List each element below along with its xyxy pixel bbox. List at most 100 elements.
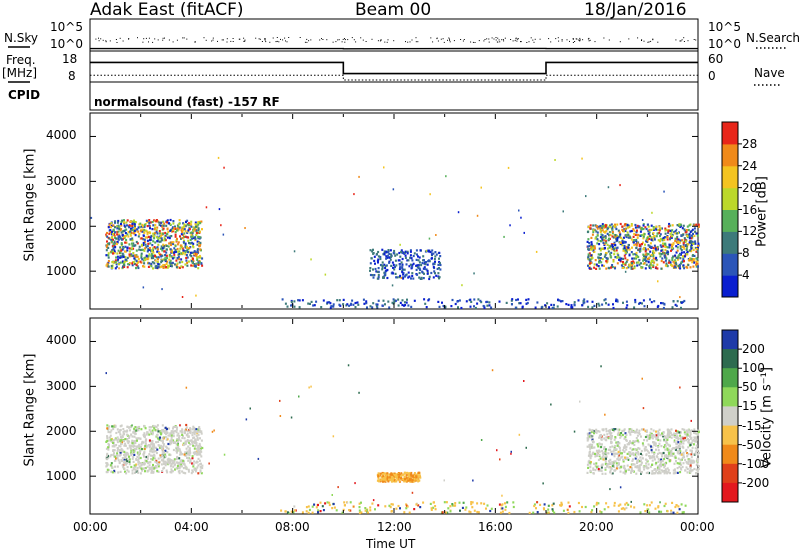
echo-cell [461,284,463,287]
echo-cell [128,250,131,253]
echo-cell [167,427,170,430]
echo-cell [365,302,368,305]
echo-cell [154,460,157,463]
echo-cell [688,241,691,244]
echo-cell [161,452,164,455]
echo-cell [594,452,596,455]
nsky-point [116,42,118,43]
echo-cell [106,436,109,440]
echo-cell [126,433,129,436]
echo-cell [419,506,422,509]
echo-cell [646,223,649,226]
echo-cell [687,434,690,437]
echo-cell [674,505,677,509]
echo-cell [108,436,111,439]
echo-cell [647,244,650,247]
echo-cell [447,507,450,510]
echo-cell [138,425,141,429]
echo-cell [395,276,398,279]
nsky-point [386,41,388,43]
echo-cell [693,224,696,227]
echo-cell [184,245,187,248]
echo-cell [155,228,158,232]
echo-cell [675,437,678,440]
echo-cell [618,258,620,261]
echo-cell [185,220,187,223]
echo-cell [499,458,501,461]
echo-cell [557,298,559,301]
echo-cell [161,450,164,453]
echo-cell [641,377,643,380]
echo-cell [425,249,428,252]
echo-cell [623,224,626,227]
echo-cell [112,449,115,452]
echo-cell [139,466,142,470]
echo-cell [602,230,605,233]
echo-cell [175,264,178,267]
echo-cell [670,436,673,439]
echo-cell [128,255,131,258]
echo-cell [640,428,643,431]
echo-cell [666,235,669,238]
nsky-point [122,40,124,42]
echo-cell [592,472,595,475]
echo-cell [385,257,388,260]
echo-cell [197,457,200,460]
echo-cell [595,454,598,457]
echo-cell [692,443,695,446]
echo-cell [386,276,389,280]
velocity-panel-frame [89,317,699,515]
echo-cell [376,306,379,309]
echo-cell [156,246,159,249]
echo-cell [308,386,310,389]
echo-cell [641,454,644,457]
echo-cell [134,227,136,230]
echo-cell [194,264,197,267]
echo-cell [609,436,612,439]
nsky-point [137,37,138,39]
echo-cell [587,434,590,437]
echo-cell [134,254,137,257]
echo-cell [180,229,183,232]
echo-cell [693,467,696,471]
echo-cell [506,501,509,504]
echo-cell [130,254,133,257]
echo-cell [649,267,652,270]
echo-cell [148,224,151,227]
nsky-point [516,40,518,42]
echo-cell [189,460,192,463]
echo-cell [114,259,117,262]
echo-cell [687,446,690,449]
echo-cell [422,255,425,258]
echo-cell [194,431,197,434]
echo-cell [348,304,351,307]
echo-cell [672,472,675,475]
echo-cell [162,443,165,446]
echo-cell [177,228,180,231]
echo-cell [501,494,503,497]
echo-cell [588,453,591,457]
echo-cell [369,273,372,277]
echo-cell [162,243,165,246]
echo-cell [628,235,631,238]
echo-cell [656,263,659,266]
echo-cell [652,264,655,267]
echo-cell [603,508,606,511]
echo-cell [120,249,123,252]
echo-cell [673,432,676,435]
echo-cell [633,440,636,443]
echo-cell [683,247,686,250]
echo-cell [670,231,673,234]
nsky-point [232,41,234,42]
echo-cell [633,239,636,242]
echo-cell [664,264,667,267]
echo-cell [660,267,663,270]
echo-cell [672,511,675,514]
echo-cell [592,451,595,454]
echo-cell [643,447,646,450]
echo-cell [131,442,134,445]
echo-cell [170,250,173,253]
echo-cell [674,448,677,451]
echo-cell [680,261,683,264]
echo-cell [152,256,155,260]
